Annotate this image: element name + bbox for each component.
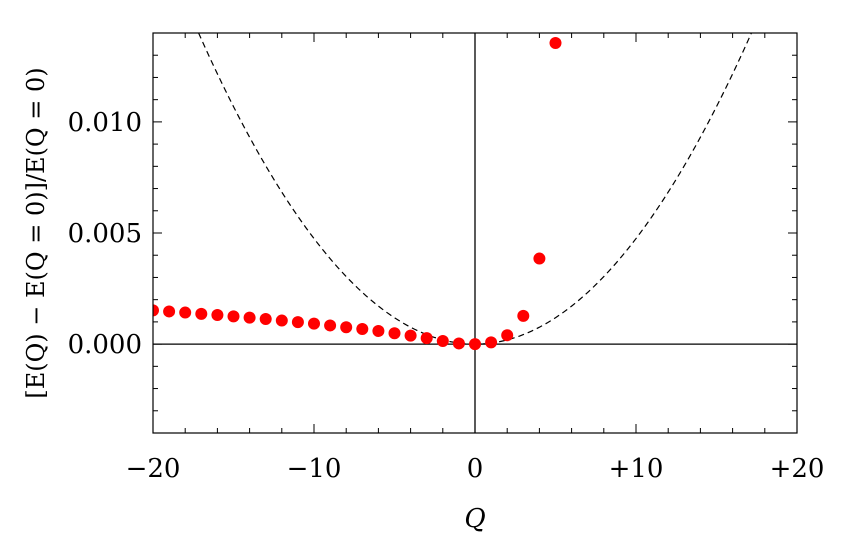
data-point	[195, 307, 208, 320]
data-point	[324, 319, 337, 332]
axis-labels: −20 −10 0 +10 +20 0.000 0.005 0.010 Q [E(Q) − E(Q…	[22, 67, 824, 534]
data-point	[153, 304, 159, 317]
axes	[152, 32, 798, 434]
x-tick-label: +10	[609, 454, 664, 484]
y-tick-label: 0.010	[68, 108, 142, 138]
data-point	[291, 316, 304, 329]
y-tick-label: 0.000	[68, 330, 142, 360]
data-point	[163, 305, 176, 318]
data-point	[517, 309, 530, 322]
data-point	[243, 311, 256, 324]
data-point	[179, 306, 192, 319]
x-tick-label: −10	[287, 454, 342, 484]
data-point	[549, 37, 562, 49]
data-point	[211, 309, 224, 321]
data-point	[308, 317, 320, 330]
data-point	[452, 337, 465, 350]
x-tick-label: 0	[467, 454, 484, 484]
data-point	[420, 332, 433, 345]
data-point	[259, 313, 272, 325]
data-point	[372, 325, 385, 337]
x-tick-label: −20	[126, 454, 181, 484]
data-point	[275, 314, 288, 327]
data-point	[436, 335, 449, 347]
data-point	[340, 321, 353, 334]
data-point	[485, 336, 498, 349]
data-point	[533, 252, 546, 265]
data-point	[388, 327, 401, 340]
data-point	[227, 310, 240, 323]
y-axis-title: [E(Q) − E(Q = 0)]/E(Q = 0)	[22, 67, 50, 398]
data-point	[356, 323, 369, 335]
data-point	[404, 329, 417, 342]
x-axis-title: Q	[464, 504, 485, 534]
plot-area	[153, 33, 797, 433]
data-point	[501, 329, 514, 342]
y-tick-label: 0.005	[68, 219, 142, 249]
data-point	[469, 338, 481, 351]
x-tick-label: +20	[770, 454, 825, 484]
